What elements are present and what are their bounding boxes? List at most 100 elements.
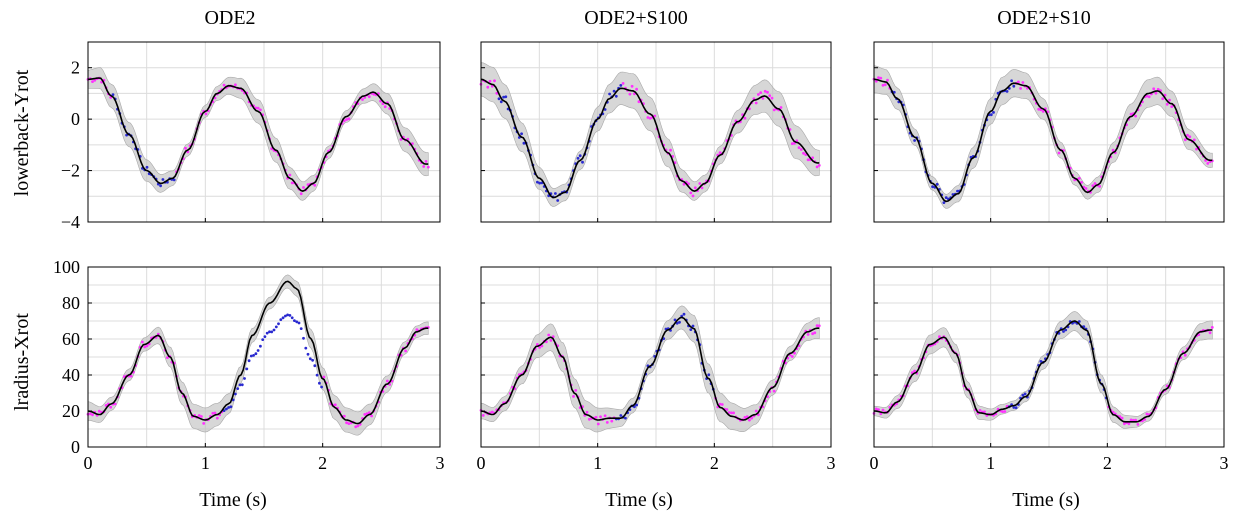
observed-point	[381, 102, 385, 106]
x-tick-label: 3	[827, 453, 836, 473]
observed-point	[370, 414, 373, 418]
observed-point	[572, 395, 575, 398]
observed-point	[938, 335, 941, 339]
x-axis-label-col-1: Time (s)	[199, 489, 267, 511]
observed-point	[1084, 187, 1088, 190]
missing-point	[1014, 406, 1018, 410]
x-tick-label: 2	[318, 453, 327, 473]
observed-point	[605, 421, 609, 424]
missing-point	[612, 89, 616, 93]
observed-point	[630, 84, 634, 88]
observed-point	[1098, 185, 1101, 188]
observed-point	[754, 409, 758, 413]
observed-point	[549, 339, 553, 342]
row-label-lradius-xrot: lradius-Xrot	[11, 313, 33, 411]
observed-point	[333, 403, 337, 407]
missing-point	[520, 132, 523, 136]
observed-point	[1186, 133, 1189, 137]
observed-point	[1161, 97, 1165, 101]
observed-point	[361, 98, 364, 101]
observed-point	[1152, 87, 1156, 91]
observed-point	[1145, 94, 1149, 98]
observed-point	[345, 421, 348, 425]
observed-point	[815, 165, 819, 169]
observed-point	[399, 138, 403, 141]
observed-point	[415, 328, 419, 332]
missing-point	[247, 359, 251, 363]
missing-point	[1012, 406, 1016, 409]
observed-point	[815, 324, 819, 327]
observed-point	[793, 351, 796, 355]
uncertainty-band	[480, 62, 820, 207]
x-tick-label: 3	[1220, 453, 1229, 473]
missing-point	[1077, 320, 1081, 323]
observed-point	[1017, 80, 1020, 84]
observed-point	[603, 414, 607, 418]
observed-point	[422, 165, 426, 168]
missing-point	[313, 364, 317, 368]
missing-point	[944, 196, 948, 200]
observed-point	[585, 410, 589, 414]
observed-point	[302, 186, 305, 189]
observed-point	[197, 414, 201, 417]
observed-point	[1195, 147, 1198, 151]
missing-point	[689, 328, 693, 331]
observed-point	[730, 411, 733, 415]
missing-point	[256, 349, 260, 352]
mean-line	[873, 320, 1213, 423]
observed-point	[1183, 353, 1187, 357]
observed-point	[345, 118, 348, 121]
missing-point	[1064, 328, 1068, 332]
observed-point	[363, 413, 367, 416]
observed-point	[1127, 422, 1131, 426]
observed-point	[877, 408, 880, 412]
missing-point	[619, 84, 623, 87]
observed-point	[347, 422, 351, 425]
mean-line	[480, 316, 820, 421]
x-axis-label-col-2: Time (s)	[605, 489, 673, 511]
observed-point	[628, 92, 632, 96]
observed-point	[718, 402, 722, 406]
missing-point	[1023, 392, 1027, 396]
missing-point	[311, 358, 314, 362]
y-tick-label: 2	[71, 58, 80, 78]
observed-point	[215, 416, 219, 420]
uncertainty-band	[87, 274, 429, 436]
observed-point	[342, 119, 346, 123]
observed-point	[877, 76, 880, 80]
observed-point	[202, 422, 206, 425]
observed-point	[1041, 110, 1045, 113]
missing-point	[578, 154, 582, 158]
observed-point	[1154, 91, 1158, 95]
missing-point	[236, 387, 240, 390]
missing-point	[302, 336, 305, 340]
missing-point	[504, 95, 508, 99]
x-tick-label: 1	[986, 453, 995, 473]
observed-point	[538, 346, 541, 349]
missing-point	[956, 189, 959, 193]
column-title-ode2-s100: ODE2+S100	[584, 7, 688, 29]
missing-point	[673, 318, 677, 322]
column-title-ode2: ODE2	[204, 7, 255, 29]
observed-point	[386, 379, 389, 383]
missing-point	[522, 141, 526, 145]
missing-point	[111, 93, 115, 96]
observed-point	[1165, 102, 1169, 106]
observed-point	[363, 96, 367, 99]
observed-point	[748, 418, 751, 422]
missing-point	[1039, 360, 1043, 363]
observed-point	[234, 83, 237, 87]
observed-point	[122, 375, 126, 378]
missing-point	[614, 94, 618, 98]
missing-point	[320, 385, 323, 389]
observed-point	[817, 324, 821, 328]
y-tick-label: 0	[71, 109, 80, 129]
missing-point	[252, 354, 256, 357]
observed-point	[799, 148, 803, 151]
observed-point	[91, 413, 94, 417]
observed-point	[698, 182, 702, 185]
observed-point	[1136, 423, 1140, 426]
observed-point	[141, 340, 144, 344]
panel-0-1	[479, 41, 832, 223]
observed-point	[88, 412, 92, 416]
